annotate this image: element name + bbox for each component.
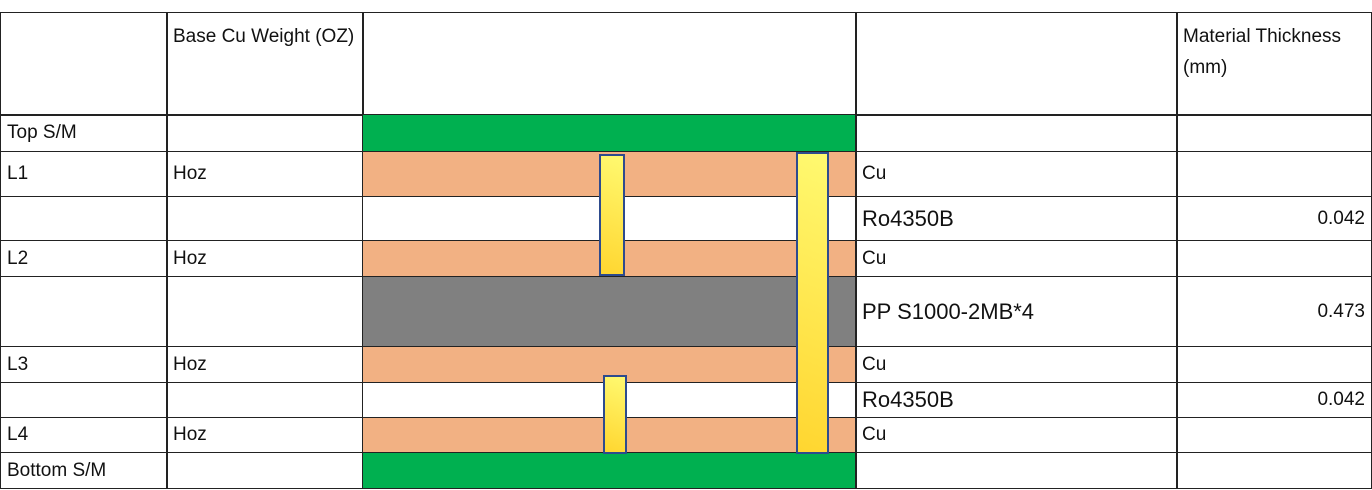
thickness (1176, 452, 1372, 489)
material: Cu (855, 417, 1178, 453)
layer-label: L1 (0, 151, 168, 197)
stackup-layer-solder_mask (362, 452, 857, 489)
thickness: 0.042 (1176, 382, 1372, 418)
header-stackup (362, 12, 857, 116)
layer-label (0, 196, 168, 241)
layer-label (0, 276, 168, 347)
cu-weight: Hoz (166, 240, 364, 277)
layer-label: L4 (0, 417, 168, 453)
cu-weight (166, 196, 364, 241)
header-material (855, 12, 1178, 116)
material: Cu (855, 151, 1178, 197)
header-thickness: Material Thickness (mm) (1176, 12, 1372, 116)
header-base-cu: Base Cu Weight (OZ) (166, 12, 364, 116)
thickness (1176, 151, 1372, 197)
blind-via-top (599, 154, 625, 276)
material: Cu (855, 346, 1178, 383)
thickness: 0.473 (1176, 276, 1372, 347)
layer-label: L2 (0, 240, 168, 277)
material: PP S1000-2MB*4 (855, 276, 1178, 347)
material (855, 114, 1178, 152)
material: Ro4350B (855, 382, 1178, 418)
cu-weight: Hoz (166, 151, 364, 197)
stackup-layer-solder_mask (362, 114, 857, 152)
material (855, 452, 1178, 489)
thickness (1176, 346, 1372, 383)
stackup-layer-prepreg (362, 276, 857, 347)
header-layer (0, 12, 168, 116)
layer-label: Bottom S/M (0, 452, 168, 489)
layer-label: L3 (0, 346, 168, 383)
thickness (1176, 240, 1372, 277)
cu-weight (166, 114, 364, 152)
material: Cu (855, 240, 1178, 277)
layer-label (0, 382, 168, 418)
cu-weight (166, 276, 364, 347)
cu-weight (166, 382, 364, 418)
layer-label: Top S/M (0, 114, 168, 152)
cu-weight: Hoz (166, 346, 364, 383)
thickness (1176, 417, 1372, 453)
blind-via-bottom (603, 375, 627, 454)
through-hole-via (796, 152, 829, 454)
thickness (1176, 114, 1372, 152)
thickness: 0.042 (1176, 196, 1372, 241)
material: Ro4350B (855, 196, 1178, 241)
cu-weight: Hoz (166, 417, 364, 453)
cu-weight (166, 452, 364, 489)
